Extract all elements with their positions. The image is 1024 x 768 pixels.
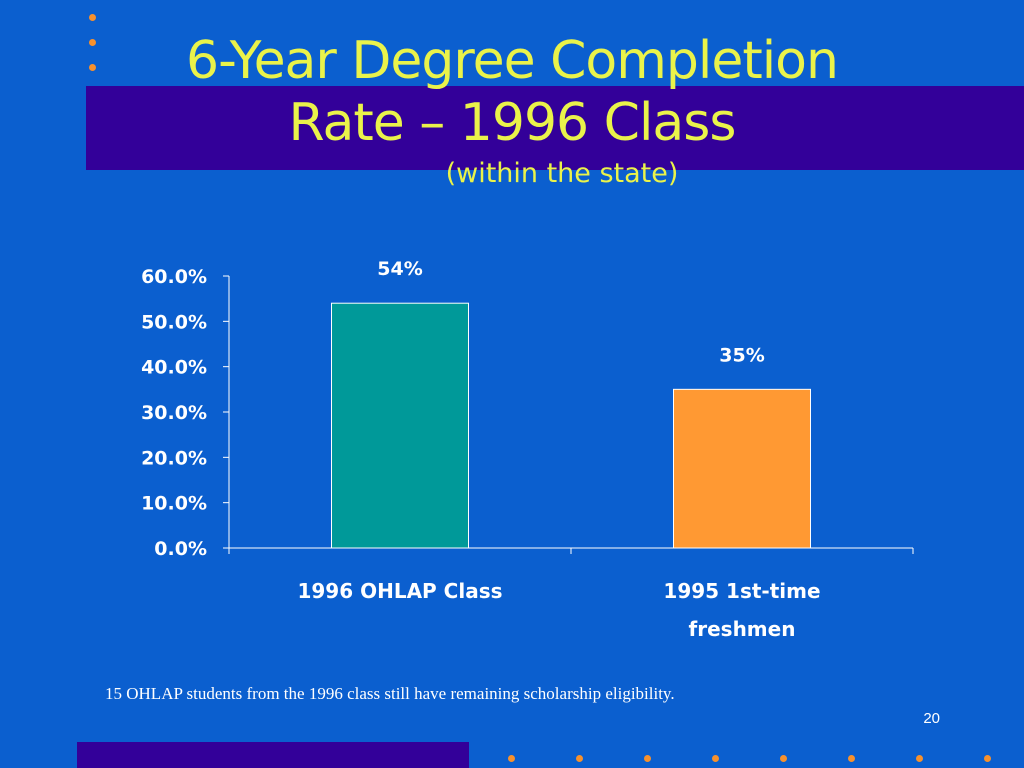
y-tick-label: 20.0% [141,447,207,469]
decorative-dot [916,755,923,762]
y-tick-label: 40.0% [141,357,207,379]
y-tick-label: 50.0% [141,311,207,333]
y-tick-label: 0.0% [154,538,207,560]
decorative-dot [848,755,855,762]
y-tick-label: 10.0% [141,493,207,515]
bar [331,302,469,549]
slide-title: 6-Year Degree Completion Rate – 1996 Cla… [0,30,1024,189]
decorative-dot [89,39,96,46]
decorative-dot [508,755,515,762]
page-number: 20 [923,710,940,727]
decorative-dot [89,14,96,21]
bar [673,388,811,549]
decorative-dot [644,755,651,762]
footer-band [77,742,469,768]
x-category-label: 1996 OHLAP Class [297,579,502,603]
data-label: 54% [377,258,422,280]
title-line-2: Rate – 1996 Class [288,93,737,153]
decorative-dot [984,755,991,762]
decorative-dot [780,755,787,762]
y-tick-label: 30.0% [141,402,207,424]
data-label: 35% [719,344,764,366]
decorative-dot [712,755,719,762]
x-category-label: 1995 1st-time [663,579,820,603]
title-band [86,86,1024,170]
slide-subtitle: (within the state) [445,158,679,189]
x-category-label: freshmen [689,617,796,641]
y-tick-label: 60.0% [141,266,207,288]
decorative-dot [576,755,583,762]
title-line-1: 6-Year Degree Completion [186,31,839,91]
footnote: 15 OHLAP students from the 1996 class st… [105,684,675,703]
decorative-dot [89,64,96,71]
